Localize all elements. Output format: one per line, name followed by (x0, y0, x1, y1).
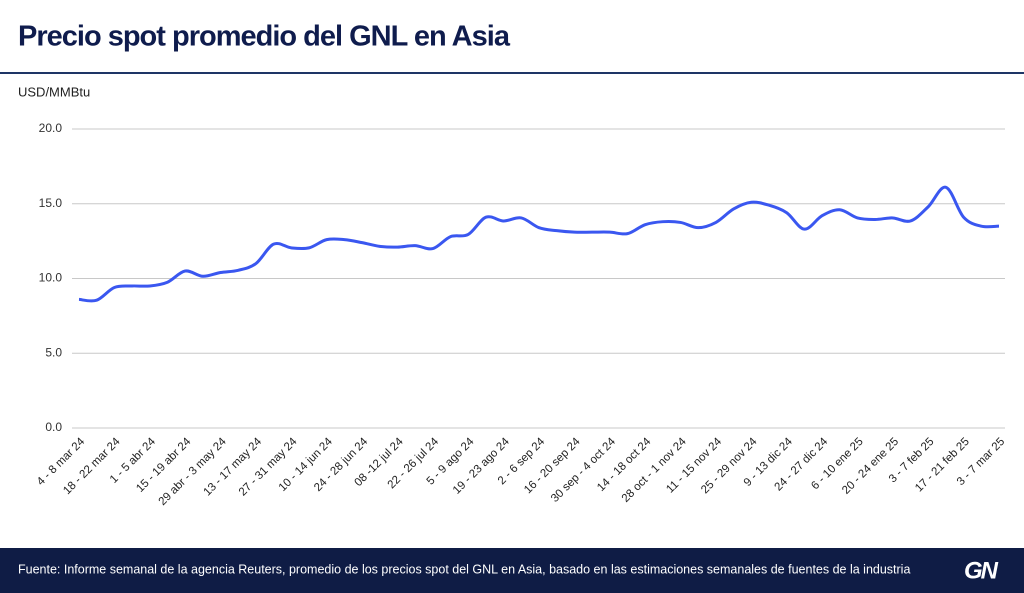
line (78, 185, 1000, 303)
y-tick-label: 20.0 (39, 121, 63, 135)
chart-title: Precio spot promedio del GNL en Asia (18, 21, 511, 53)
y-tick-label: 5.0 (45, 345, 62, 359)
y-tick-label: 0.0 (45, 420, 62, 434)
footer (0, 548, 1024, 593)
logo: GN (964, 557, 999, 584)
y-tick-label: 15.0 (39, 196, 63, 210)
source: Fuente: Informe semanal de la agencia Re… (18, 562, 910, 576)
y-axis-label: USD/MMBtu (18, 84, 90, 99)
y-tick-label: 10.0 (39, 271, 63, 285)
